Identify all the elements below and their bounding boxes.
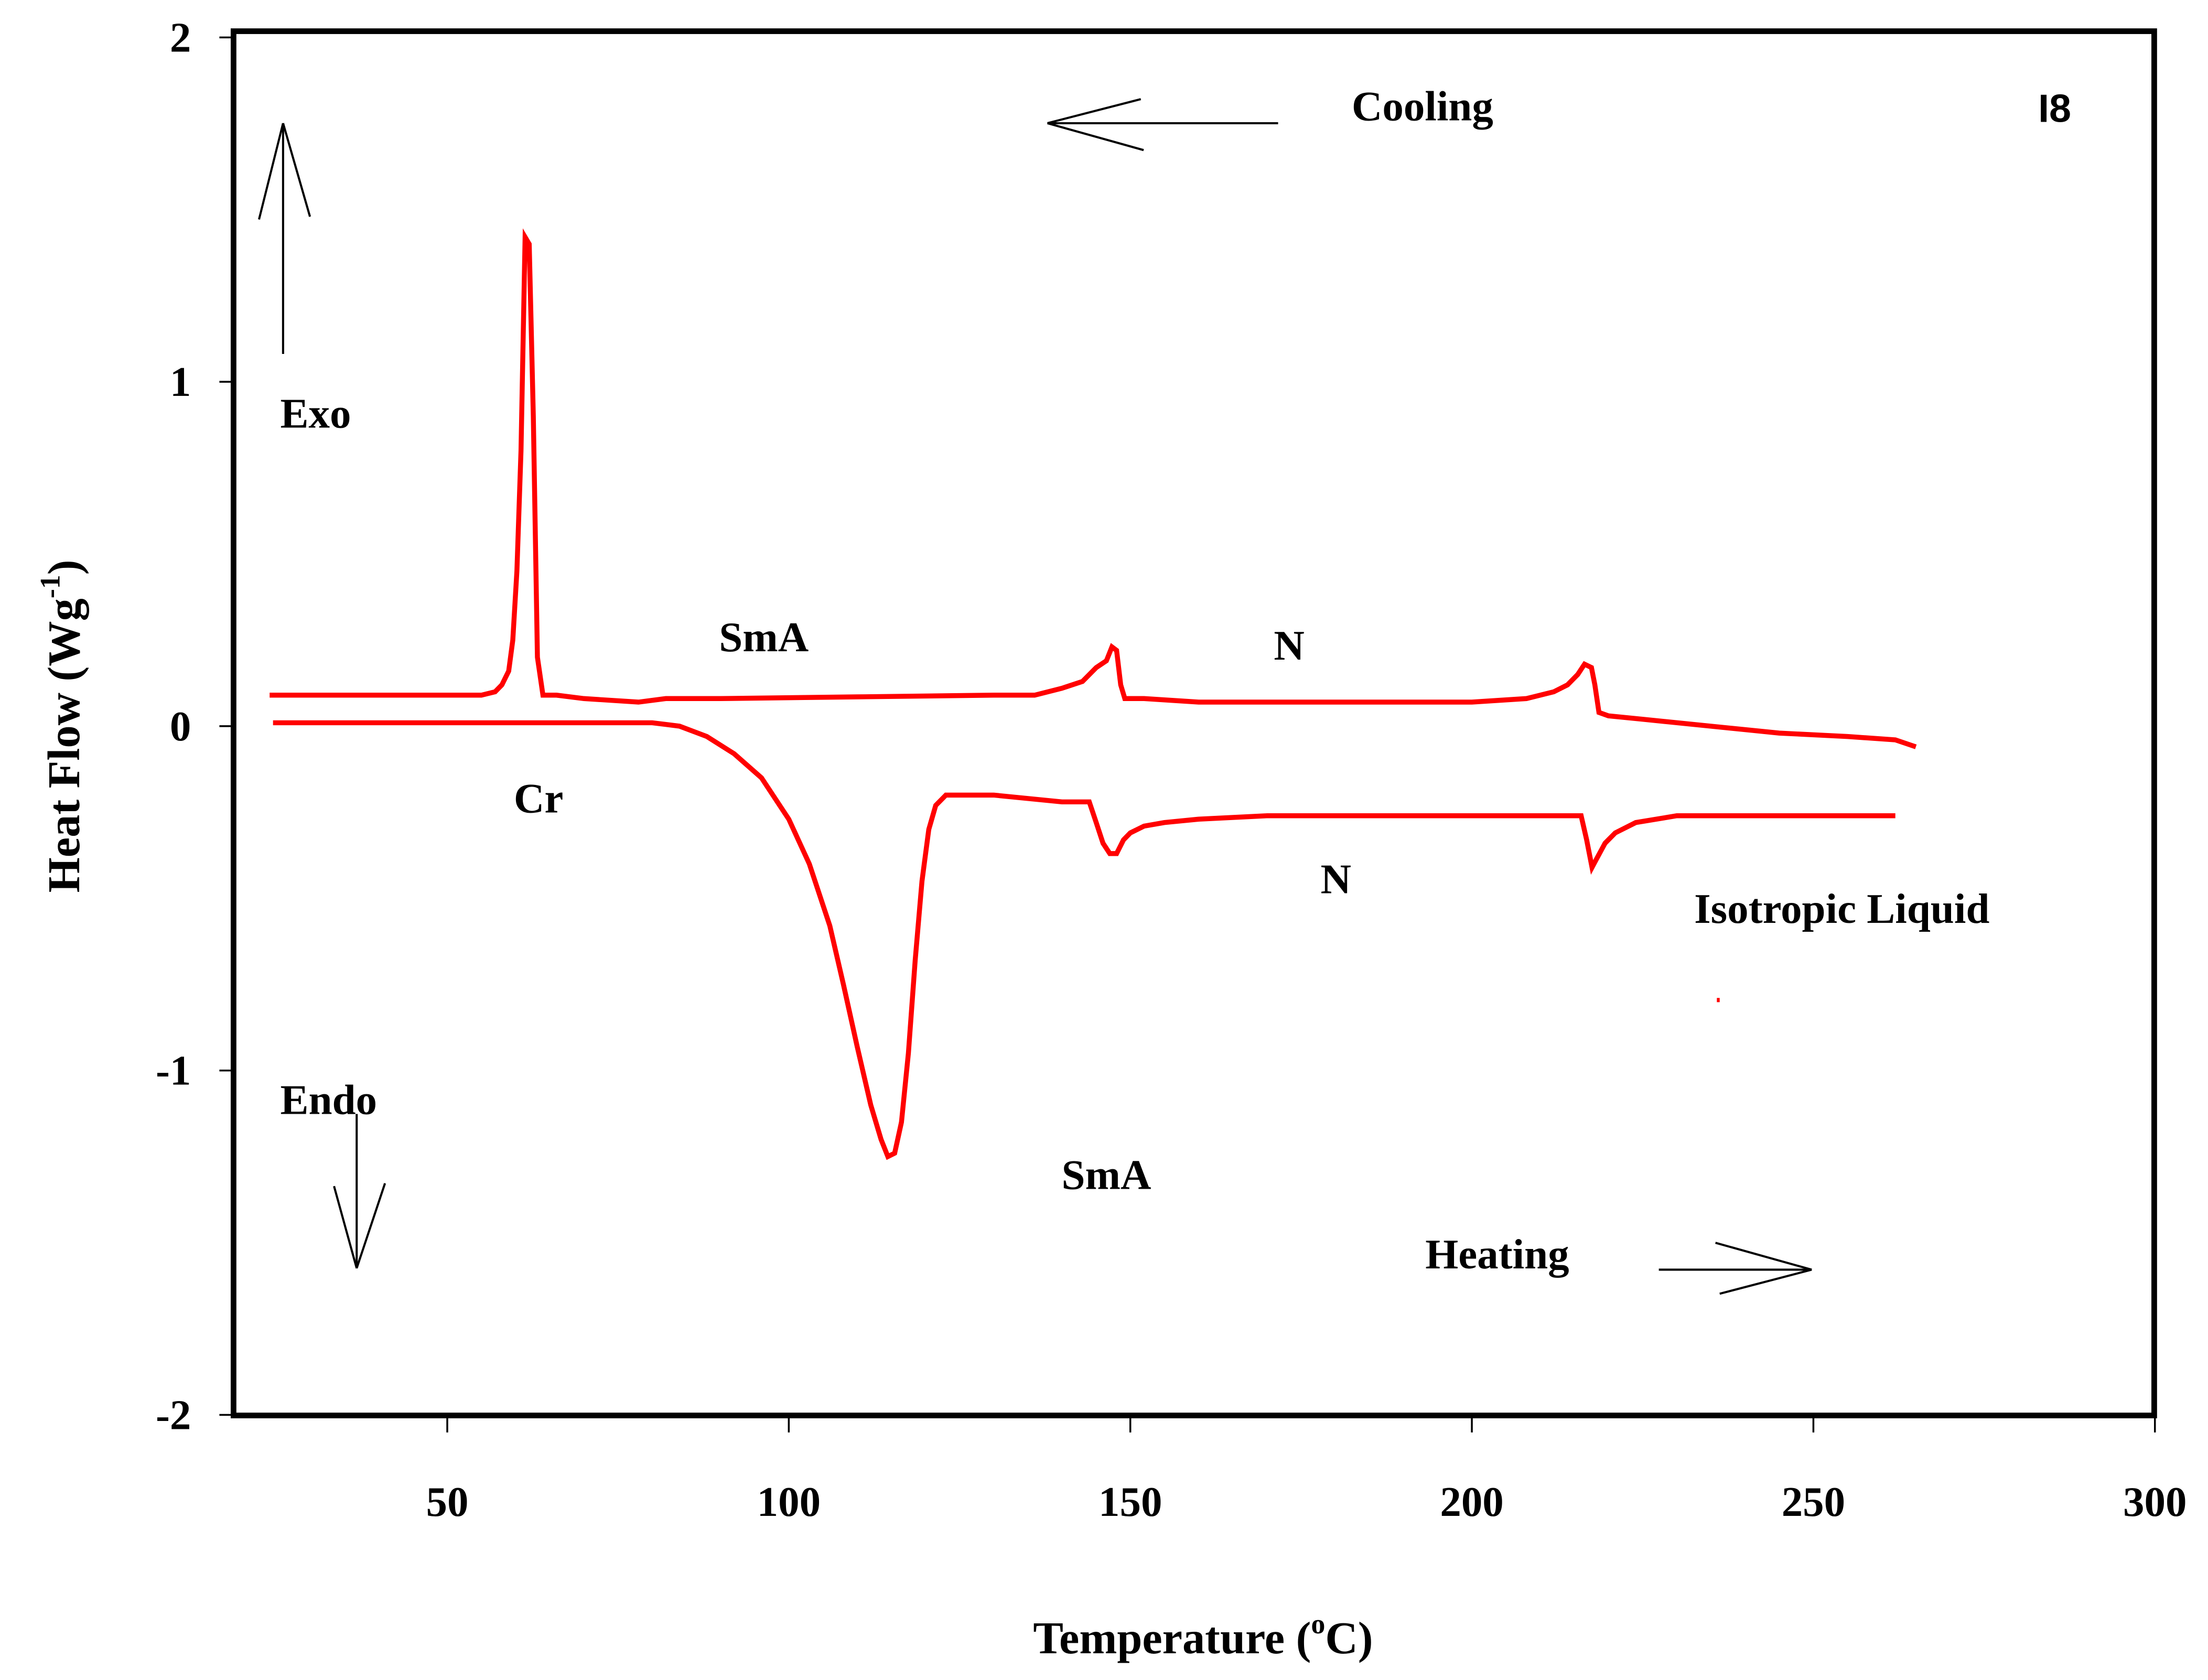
plot-frame bbox=[230, 28, 2157, 1418]
heating-arrow-icon bbox=[1658, 1242, 1812, 1295]
cooling-curve bbox=[270, 228, 1917, 749]
x-axis: 50 100 150 200 250 300 bbox=[426, 1415, 2187, 1525]
heating-curve bbox=[273, 720, 1895, 1160]
curves-group bbox=[270, 228, 1917, 1160]
x-tick-label: 250 bbox=[1782, 1478, 1845, 1525]
panel-label: I8 bbox=[2038, 87, 2071, 131]
x-tick-label: 300 bbox=[2123, 1478, 2187, 1525]
x-tick-label: 200 bbox=[1440, 1478, 1503, 1525]
y-tick-label: -1 bbox=[156, 1047, 191, 1094]
x-tick-label: 50 bbox=[426, 1478, 469, 1525]
y-tick-label: -2 bbox=[156, 1391, 191, 1438]
annotation-sma-cooling: SmA bbox=[719, 613, 809, 661]
endo-arrow-down-icon bbox=[333, 1114, 386, 1269]
annotation-heating: Heating bbox=[1425, 1231, 1569, 1278]
annotation-cooling: Cooling bbox=[1352, 83, 1493, 130]
cooling-arrow-icon bbox=[1047, 98, 1278, 152]
annotation-sma-heating: SmA bbox=[1062, 1151, 1151, 1199]
annotation-cr: Cr bbox=[514, 775, 563, 822]
annotation-n-heating: N bbox=[1321, 855, 1351, 902]
annotation-n-cooling: N bbox=[1274, 622, 1304, 669]
y-axis: 2 1 0 -1 -2 bbox=[156, 14, 234, 1438]
y-tick-label: 0 bbox=[170, 703, 191, 750]
y-tick-label: 1 bbox=[170, 358, 191, 405]
annotation-exo: Exo bbox=[280, 390, 351, 437]
y-axis-title: Heat Flow (Wg-1) bbox=[34, 559, 89, 892]
y-tick-label: 2 bbox=[170, 14, 191, 61]
exo-arrow-up-icon bbox=[258, 123, 311, 354]
x-tick-label: 100 bbox=[757, 1478, 821, 1525]
annotation-isotropic-liquid: Isotropic Liquid bbox=[1694, 885, 1989, 932]
x-tick-label: 150 bbox=[1098, 1478, 1162, 1525]
annotation-endo: Endo bbox=[280, 1076, 377, 1124]
stray-mark bbox=[1717, 998, 1720, 1003]
x-axis-title: Temperature (oC) bbox=[1033, 1608, 1373, 1663]
